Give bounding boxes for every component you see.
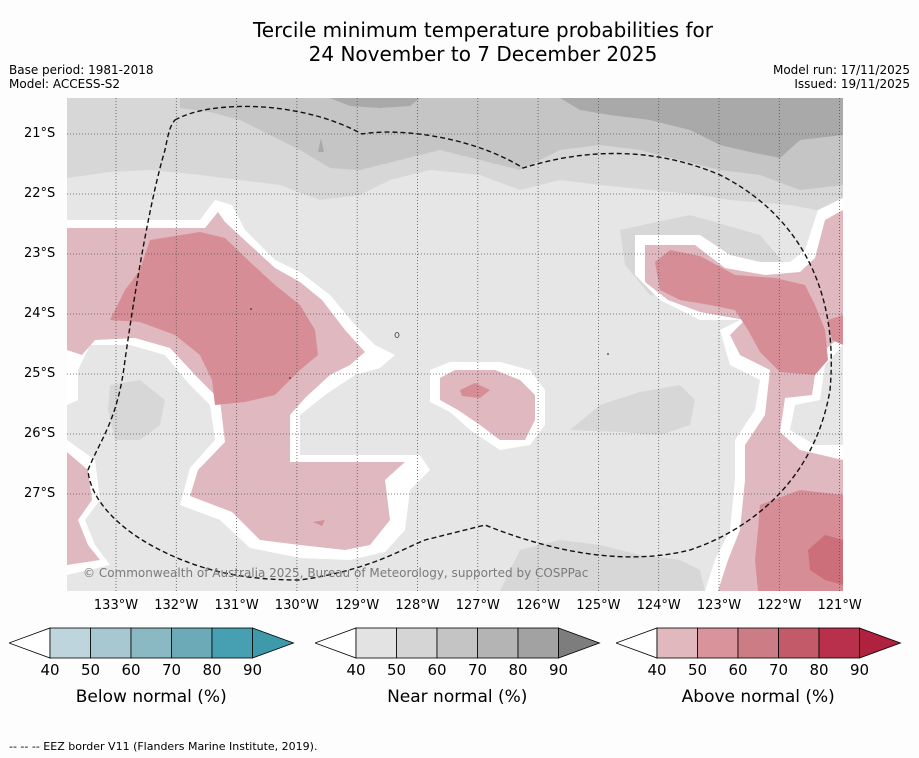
map-gridlines: [67, 98, 843, 591]
eez-border-line: [87, 105, 832, 581]
near-normal-70-speck: [318, 138, 324, 152]
colorbar-high-extension: [859, 627, 902, 659]
colorbar-low-extension: [616, 627, 658, 659]
colorbar-tick-label: 60: [427, 661, 447, 679]
colorbar-tick-label: 50: [386, 661, 407, 679]
longitude-label: 127°W: [455, 598, 500, 613]
longitude-label: 123°W: [696, 598, 742, 613]
longitude-label: 129°W: [335, 598, 380, 613]
copyright-text: © Commonwealth of Australia 2025, Bureau…: [83, 566, 589, 580]
longitude-label: 122°W: [757, 598, 802, 613]
map-title: Tercile minimum temperature probabilitie…: [0, 18, 919, 66]
colorbar-segment: [697, 627, 739, 659]
colorbar-segment: [211, 627, 253, 659]
colorbar-tick-label: 70: [467, 661, 488, 679]
model-run-text: Model run: 17/11/2025: [772, 63, 910, 77]
colorbar-segment: [656, 627, 698, 659]
colorbar-segment: [90, 627, 132, 659]
colorbar-tick-label: 90: [849, 661, 870, 679]
above-normal-50-areas: [110, 232, 843, 591]
colorbar: [9, 627, 295, 659]
colorbar-tick-label: 40: [346, 661, 366, 679]
title-line-1: Tercile minimum temperature probabilitie…: [252, 18, 714, 42]
colorbar-tick-label: 40: [40, 661, 60, 679]
latitude-label: 25°S: [24, 366, 56, 381]
island-marker: [394, 332, 400, 338]
colorbar-segment: [477, 627, 519, 659]
title-line-2: 24 November to 7 December 2025: [308, 42, 658, 66]
near-normal-50-area-east: [570, 385, 695, 435]
colorbar-high-extension: [558, 627, 601, 659]
colorbar-tick-label: 70: [161, 661, 182, 679]
near-normal-50-area-west: [108, 380, 165, 440]
colorbar-segment: [49, 627, 91, 659]
colorbar-tick-label: 80: [809, 661, 829, 679]
colorbar-tick-label: 60: [121, 661, 141, 679]
latitude-label: 23°S: [24, 246, 56, 261]
longitude-label: 132°W: [154, 598, 199, 613]
colorbar-segment: [737, 627, 779, 659]
latitude-label: 24°S: [24, 306, 56, 321]
colorbar-segment: [517, 627, 559, 659]
colorbar-tick-label: 70: [768, 661, 789, 679]
longitude-label: 124°W: [636, 598, 681, 613]
island-marker: [289, 377, 291, 379]
colorbar-segment: [778, 627, 820, 659]
colorbar-tick-label: 90: [242, 661, 263, 679]
colorbar-tick-label: 80: [202, 661, 222, 679]
near-normal-50-area-south: [500, 540, 705, 591]
longitude-label: 128°W: [395, 598, 440, 613]
longitude-label: 125°W: [576, 598, 621, 613]
colorbar-tick-label: 50: [687, 661, 708, 679]
near-normal-70-area: [560, 98, 843, 158]
colorbar-segment: [436, 627, 478, 659]
eez-footnote: -- -- -- EEZ border V11 (Flanders Marine…: [9, 740, 318, 753]
latitude-label: 27°S: [24, 486, 56, 501]
colorbar-tick-label: 40: [647, 661, 667, 679]
longitude-label: 130°W: [274, 598, 319, 613]
colorbar-high-extension: [252, 627, 295, 659]
colorbar-segment: [130, 627, 172, 659]
longitude-label: 133°W: [93, 598, 139, 613]
latitude-label: 22°S: [24, 186, 56, 201]
near-normal-70-area-top: [330, 98, 420, 108]
colorbar-title: Above normal (%): [681, 687, 835, 707]
longitude-label: 121°W: [817, 598, 862, 613]
colorbar-low-extension: [315, 627, 357, 659]
colorbar-tick-label: 60: [728, 661, 748, 679]
right-meta: Model run: 17/11/2025 Issued: 19/11/2025: [773, 63, 910, 91]
colorbar-segment: [355, 627, 397, 659]
latitude-label: 26°S: [24, 426, 56, 441]
colorbar-segment: [818, 627, 860, 659]
island-marker: [250, 308, 252, 310]
colorbar-tick-label: 90: [548, 661, 569, 679]
left-meta: Base period: 1981-2018 Model: ACCESS-S2: [9, 63, 154, 91]
longitude-label: 126°W: [516, 598, 561, 613]
island-marker: [607, 353, 609, 355]
colorbar-tick-label: 80: [508, 661, 528, 679]
colorbar-title: Below normal (%): [75, 687, 227, 707]
colorbar-low-extension: [9, 627, 51, 659]
colorbar: [616, 627, 902, 659]
model-text: Model: ACCESS-S2: [9, 77, 121, 91]
latitude-label: 21°S: [24, 126, 56, 141]
base-period-text: Base period: 1981-2018: [9, 63, 154, 77]
colorbar: [315, 627, 601, 659]
colorbar-segment: [171, 627, 213, 659]
longitude-label: 131°W: [214, 598, 259, 613]
colorbar-segment: [396, 627, 438, 659]
colorbar-title: Near normal (%): [387, 687, 528, 707]
colorbar-tick-label: 50: [80, 661, 101, 679]
above-normal-60-areas: [808, 535, 843, 585]
issued-text: Issued: 19/11/2025: [794, 77, 910, 91]
